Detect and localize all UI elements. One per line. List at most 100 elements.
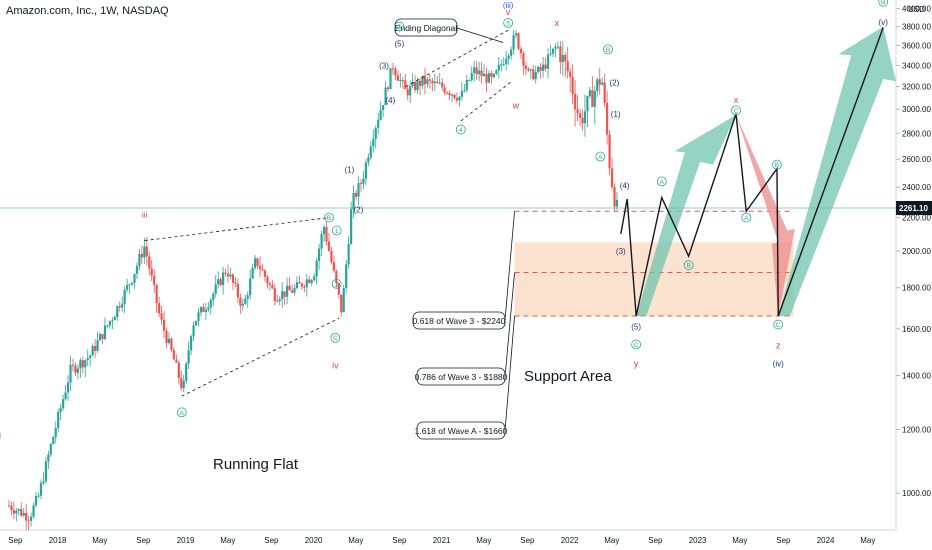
y-tick-label: 2600.00 (902, 155, 931, 164)
x-tick-label: 2022 (561, 536, 579, 545)
wave-label-circle (731, 105, 741, 116)
candle-body (470, 72, 473, 80)
wave-label: y (634, 358, 639, 368)
candle-body (57, 411, 60, 429)
x-tick-label: May (732, 536, 747, 545)
candle-body (332, 262, 335, 271)
candle-body (320, 234, 323, 249)
y-tick-label: 1600.00 (902, 325, 931, 334)
x-tick-label: May (860, 536, 875, 545)
currency-label: USD (908, 5, 925, 14)
candle-body (113, 316, 116, 321)
y-tick-label: 3600.00 (902, 41, 931, 50)
candle-body (281, 291, 284, 300)
candle-body (143, 246, 146, 258)
candle-body (288, 285, 291, 291)
x-tick-label: Sep (8, 536, 23, 545)
candle-body (512, 35, 515, 50)
wave-label: x (555, 18, 560, 28)
candle-body (170, 338, 173, 350)
candle-body (217, 279, 220, 285)
symbol-title: Amazon.com, Inc., 1W, NASDAQ (6, 5, 169, 17)
ending-diagonal-pointer (456, 27, 504, 43)
candle-body (244, 298, 247, 304)
wave-label-circle (741, 212, 752, 223)
candle-body (239, 297, 242, 306)
candle-body (271, 284, 274, 289)
candle-body (204, 309, 207, 312)
candle-body (492, 73, 495, 77)
candle-body (478, 70, 481, 75)
candle-body (537, 66, 540, 72)
candle-body (116, 306, 119, 317)
candle-body (167, 338, 171, 343)
candle-body (160, 313, 163, 320)
candle-body (12, 510, 15, 514)
candle-body (266, 276, 269, 284)
y-tick-label: 3200.00 (902, 83, 931, 92)
candle-body (148, 256, 151, 269)
y-tick-label: 2800.00 (902, 129, 931, 138)
candle-body (325, 227, 328, 242)
candle-body (593, 91, 596, 107)
candle-body (487, 73, 491, 83)
candle-body (30, 516, 33, 521)
candle-body (406, 89, 409, 96)
candle-body (86, 358, 89, 361)
candle-body (576, 109, 579, 114)
candle-body (384, 87, 387, 106)
projection-arrow-up-1 (636, 115, 736, 317)
candle-body (610, 168, 614, 188)
candle-body (313, 276, 316, 281)
candle-body (89, 355, 92, 359)
y-tick-label: 1200.00 (902, 425, 931, 434)
candle-body (268, 283, 271, 285)
candle-body (377, 119, 380, 128)
candle-body (571, 76, 574, 95)
wave-label: (iv) (773, 359, 784, 368)
x-tick-label: May (220, 536, 235, 545)
candle-body (39, 482, 43, 496)
x-tick-label: Sep (520, 536, 535, 545)
wave-label: B (606, 47, 610, 54)
candle-body (49, 444, 52, 455)
candle-body (524, 65, 527, 70)
wave-label: v (506, 7, 511, 17)
diagonal-lower-line (460, 80, 513, 122)
candle-body (391, 68, 395, 70)
candles-group (7, 29, 619, 531)
candle-body (519, 48, 523, 54)
candle-body (569, 71, 572, 77)
x-tick-label: May (92, 536, 107, 545)
candle-body (22, 512, 25, 516)
candle-body (153, 275, 156, 285)
candle-body (460, 91, 463, 97)
wave-label: A (598, 154, 603, 161)
wave-label: 4 (459, 127, 463, 134)
candle-body (438, 82, 441, 84)
candle-body (251, 267, 254, 279)
candle-body (212, 293, 215, 301)
candle-body (394, 68, 397, 76)
candle-body (532, 69, 535, 80)
candle-body (468, 79, 471, 81)
candle-body (118, 306, 121, 308)
candle-body (246, 295, 249, 299)
candle-body (234, 282, 237, 284)
candle-body (431, 80, 434, 84)
candle-body (500, 64, 503, 66)
candle-body (591, 90, 594, 107)
candle-body (34, 496, 38, 506)
candle-body (300, 283, 303, 287)
candle-body (226, 273, 230, 277)
y-tick-label: 1400.00 (902, 372, 931, 381)
wave-label: C (333, 335, 338, 342)
candle-body (606, 102, 609, 135)
candle-body (32, 505, 35, 517)
candle-body (342, 287, 345, 313)
candle-body (155, 284, 158, 304)
last-price-badge (896, 201, 932, 216)
wave-label: (2) (354, 206, 364, 215)
x-tick-label: Sep (392, 536, 407, 545)
